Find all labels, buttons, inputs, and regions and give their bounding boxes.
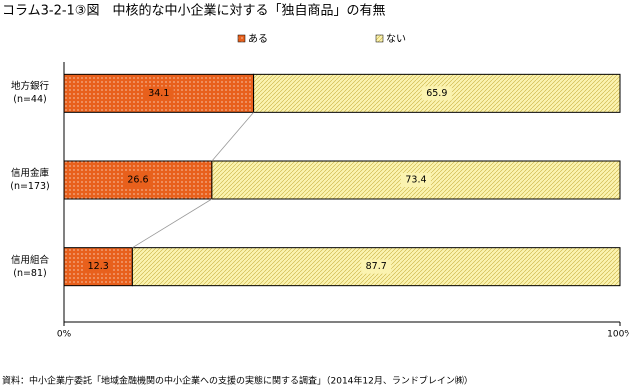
x-tick-label: 0% [57,330,72,340]
legend-label: ある [248,33,268,45]
data-label: 26.6 [127,175,148,186]
data-label: 34.1 [148,88,169,99]
data-label: 87.7 [366,261,387,272]
connector-line [211,112,254,162]
legend-swatch [237,34,246,43]
chart-title: コラム3-2-1③図 中核的な中小企業に対する「独自商品」の有無 [2,3,385,19]
legend-swatch [375,34,384,43]
data-label: 12.3 [88,261,109,272]
x-tick-label: 100% [607,330,629,340]
category-label: 信用組合 (n=81) [10,254,49,279]
legend-label: ない [386,33,406,45]
data-label: 73.4 [405,175,426,186]
connector-line [132,198,213,249]
source-note: 資料：中小企業庁委託「地域金融機関の中小企業への支援の実態に関する調査」（201… [2,375,473,387]
data-label: 65.9 [426,88,447,99]
category-label: 地方銀行 (n=44) [10,81,49,106]
category-label: 信用金庫 (n=173) [10,168,50,192]
